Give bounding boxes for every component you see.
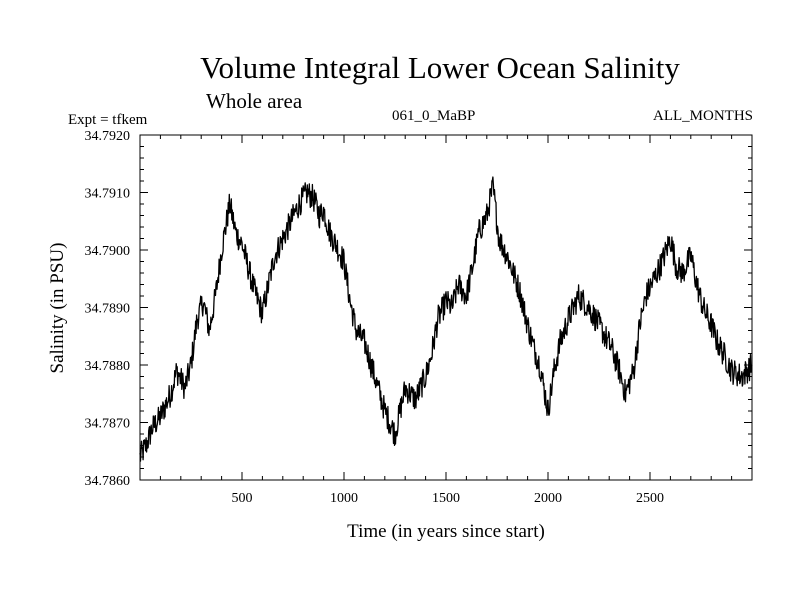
- months-label: ALL_MONTHS: [653, 108, 753, 124]
- experiment-label: Expt = tfkem: [68, 112, 148, 128]
- y-tick-label: 34.7890: [85, 302, 131, 317]
- y-axis-label: Salinity (in PSU): [47, 243, 68, 374]
- x-axis: 500 1000 1500 2000 2500: [159, 135, 733, 506]
- y-tick-label: 34.7870: [85, 417, 131, 432]
- chart-subtitle: Whole area: [206, 89, 303, 113]
- plot-frame: [139, 134, 753, 481]
- y-tick-label: 34.7910: [85, 187, 131, 202]
- salinity-series-line: [139, 176, 753, 462]
- y-tick-label: 34.7900: [85, 244, 131, 259]
- x-axis-label: Time (in years since start): [347, 521, 545, 542]
- y-tick-label: 34.7920: [85, 129, 131, 144]
- series-layer: [139, 176, 753, 462]
- y-axis: 34.7860 34.7870 34.7880 34.7890 34.7900 34.79…: [85, 129, 752, 489]
- x-tick-label: 2500: [636, 491, 664, 506]
- x-tick-label: 1000: [330, 491, 358, 506]
- run-label: 061_0_MaBP: [392, 108, 476, 124]
- x-tick-label: 2000: [534, 491, 562, 506]
- x-tick-label: 1500: [432, 491, 460, 506]
- x-tick-label: 500: [232, 491, 253, 506]
- y-tick-label: 34.7860: [85, 474, 131, 489]
- y-tick-label: 34.7880: [85, 359, 131, 374]
- chart-title: Volume Integral Lower Ocean Salinity: [200, 50, 680, 85]
